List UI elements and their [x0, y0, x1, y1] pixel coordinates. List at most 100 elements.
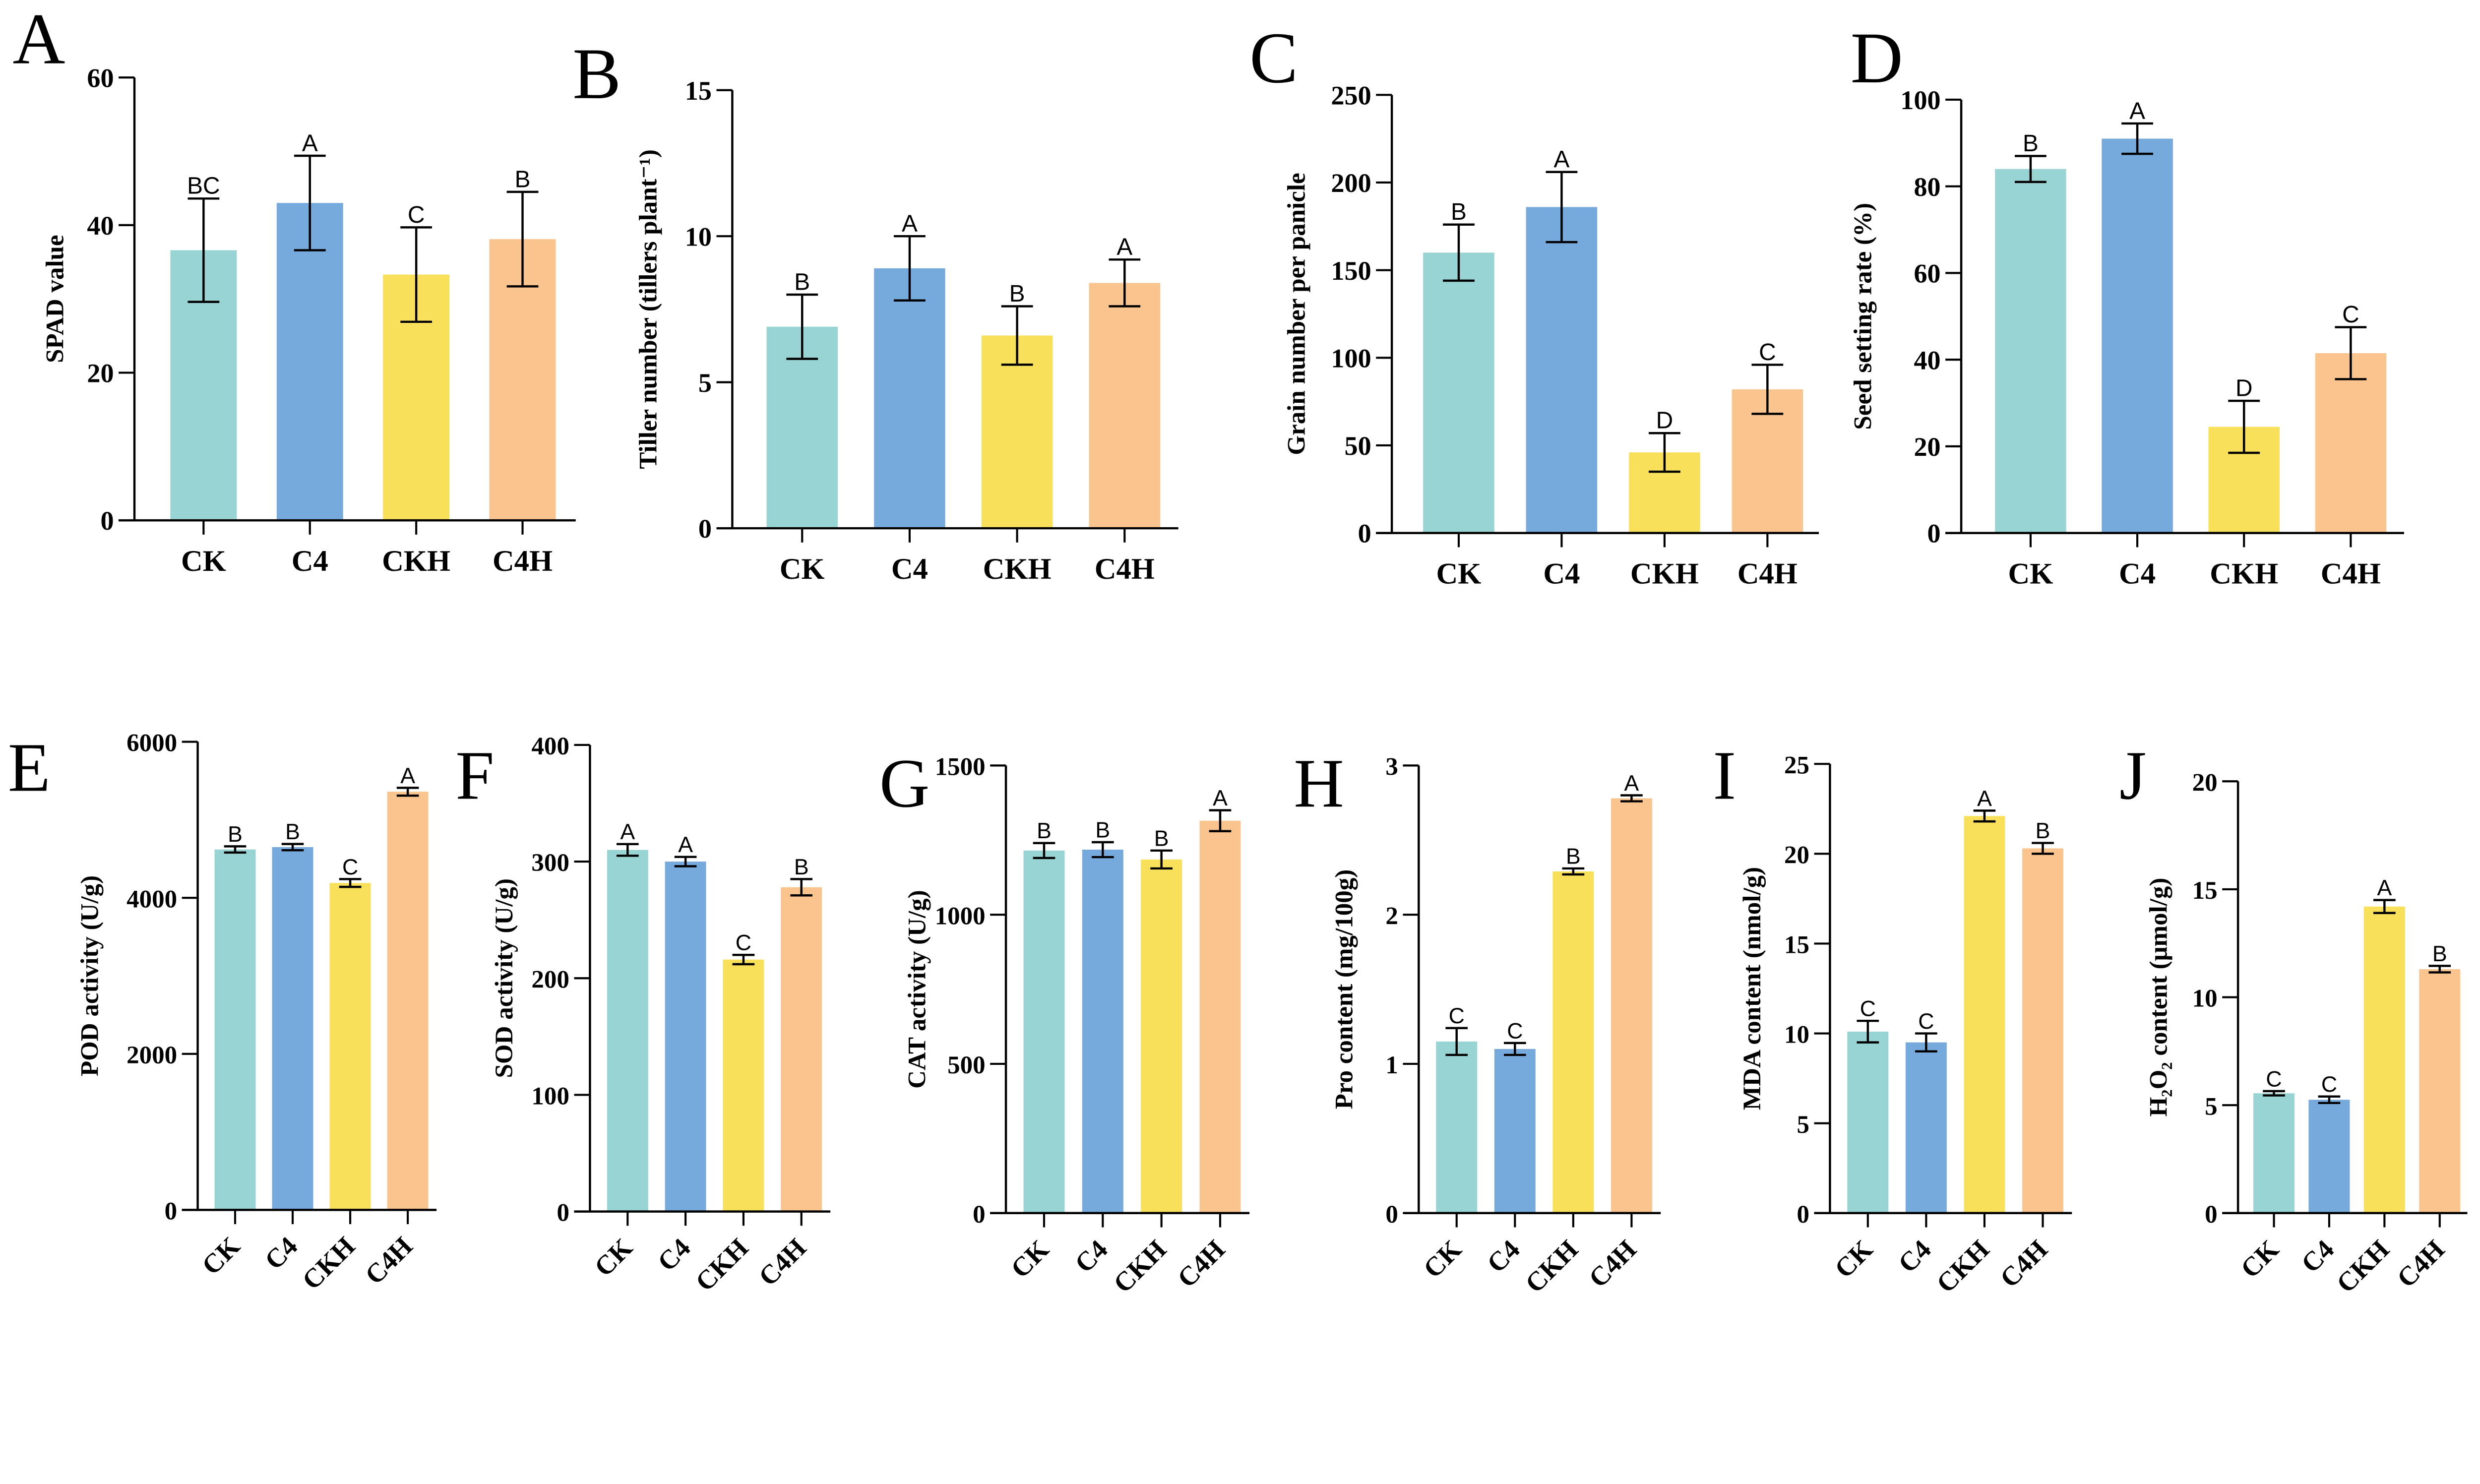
y-tick-label: 100: [1900, 85, 1940, 115]
significance-letter: B: [515, 166, 531, 192]
y-axis-label: Tiller number (tillers plant⁻¹): [634, 149, 662, 469]
significance-letter: B: [1009, 281, 1025, 307]
y-tick-label: 250: [1331, 80, 1371, 110]
significance-letter: C: [1449, 1004, 1465, 1028]
x-tick-label: CKH: [1630, 557, 1699, 591]
x-tick-label: CKH: [1108, 1234, 1172, 1298]
x-tick-label: C4: [1069, 1234, 1113, 1278]
chart-panel-h: H C CK C C4 B CKH A C4H 0 1 2 3 Pro content (mg/100g): [1294, 745, 1661, 1298]
y-tick-label: 20: [87, 359, 114, 388]
significance-letter: A: [1977, 787, 1992, 811]
y-tick-label: 0: [1797, 1201, 1809, 1229]
bar-c4h: [2419, 969, 2461, 1213]
x-tick-label: C4H: [753, 1233, 812, 1292]
y-tick-label: 200: [531, 966, 569, 993]
panel-letter: H: [1294, 745, 1344, 822]
bar-c4h: [387, 792, 429, 1210]
bar-c4h: [781, 887, 822, 1212]
significance-letter: A: [678, 833, 693, 857]
y-tick-label: 500: [947, 1051, 986, 1079]
significance-letter: A: [902, 211, 918, 237]
bar-c4h: [2315, 353, 2387, 533]
y-tick-label: 1500: [935, 753, 986, 781]
bar-ck: [607, 850, 648, 1212]
y-tick-label: 50: [1344, 431, 1371, 461]
y-tick-label: 6000: [126, 730, 177, 757]
x-tick-label: C4: [891, 553, 928, 586]
y-tick-label: 10: [2192, 985, 2218, 1013]
significance-letter: A: [1213, 786, 1228, 810]
significance-letter: A: [2377, 876, 2392, 900]
y-tick-label: 400: [531, 733, 569, 760]
significance-letter: C: [1860, 997, 1876, 1021]
significance-letter: B: [794, 855, 809, 879]
y-tick-label: 60: [87, 63, 114, 93]
bar-ck: [1436, 1041, 1478, 1213]
y-tick-label: 0: [2205, 1201, 2218, 1229]
x-tick-label: CKH: [983, 553, 1052, 586]
significance-letter: D: [1656, 408, 1674, 434]
bar-ck: [766, 326, 838, 529]
x-tick-label: C4H: [1095, 553, 1155, 586]
y-tick-label: 100: [531, 1083, 569, 1111]
bar-c4: [272, 847, 313, 1210]
x-tick-label: CK: [196, 1231, 246, 1281]
y-tick-label: 0: [1385, 1201, 1398, 1229]
x-tick-label: CK: [2008, 557, 2053, 591]
significance-letter: C: [1918, 1009, 1934, 1034]
y-tick-label: 0: [973, 1201, 986, 1229]
significance-letter: C: [1507, 1019, 1523, 1043]
x-tick-label: CK: [1436, 557, 1482, 591]
x-tick-label: CKH: [2210, 557, 2278, 591]
significance-letter: C: [342, 855, 358, 879]
x-tick-label: C4: [652, 1233, 696, 1277]
significance-letter: BC: [187, 173, 220, 199]
y-tick-label: 0: [1358, 519, 1371, 549]
y-tick-label: 40: [1914, 345, 1940, 375]
y-tick-label: 3: [1385, 753, 1398, 781]
significance-letter: A: [400, 764, 415, 788]
bar-c4: [1494, 1049, 1536, 1213]
x-tick-label: CK: [2235, 1234, 2285, 1284]
y-tick-label: 20: [2192, 769, 2218, 797]
x-tick-label: C4: [2119, 557, 2156, 591]
y-tick-label: 0: [1927, 519, 1941, 549]
panel-letter: D: [1851, 17, 1903, 98]
chart-panel-j: J C CK C C4 A CKH B C4H 0 5 10 15 20 H₂O₂ content (μmo…: [2119, 737, 2468, 1298]
significance-letter: A: [302, 130, 318, 156]
x-tick-label: C4: [259, 1231, 303, 1275]
x-tick-label: C4H: [1994, 1234, 2053, 1293]
y-axis-label: Seed setting rate (%): [1849, 203, 1877, 430]
bar-ckh: [1964, 816, 2005, 1213]
y-tick-label: 100: [1331, 343, 1371, 373]
bar-ck: [1847, 1031, 1889, 1213]
x-tick-label: C4: [1481, 1234, 1525, 1278]
y-tick-label: 25: [1784, 751, 1809, 779]
y-tick-label: 2000: [126, 1042, 177, 1069]
y-axis-label: SOD activity (U/g): [491, 878, 518, 1078]
significance-letter: A: [2129, 98, 2145, 124]
bar-c4: [2102, 138, 2173, 533]
y-tick-label: 300: [531, 849, 569, 877]
bar-c4h: [1089, 283, 1161, 529]
panel-letter: C: [1249, 17, 1298, 98]
significance-letter: C: [408, 202, 425, 228]
panel-letter: B: [572, 33, 621, 114]
y-tick-label: 2: [1385, 902, 1398, 930]
x-tick-label: C4: [292, 545, 328, 578]
significance-letter: C: [736, 931, 751, 955]
significance-letter: C: [2266, 1067, 2282, 1091]
significance-letter: A: [620, 820, 635, 844]
significance-letter: A: [1553, 146, 1569, 173]
panel-letter: I: [1713, 737, 1736, 814]
y-axis-label: Pro content (mg/100g): [1330, 869, 1358, 1110]
y-tick-label: 1: [1385, 1051, 1398, 1079]
x-tick-label: CK: [589, 1233, 638, 1282]
y-axis-label: SPAD value: [42, 235, 69, 363]
x-tick-label: CK: [1829, 1234, 1878, 1284]
chart-panel-b: B B CK A C4 B CKH A C4H 0 5 10 15 Tiller number (till…: [572, 33, 1178, 586]
y-tick-label: 1000: [935, 902, 986, 930]
significance-letter: B: [1037, 819, 1052, 843]
bar-c4: [2308, 1100, 2350, 1213]
